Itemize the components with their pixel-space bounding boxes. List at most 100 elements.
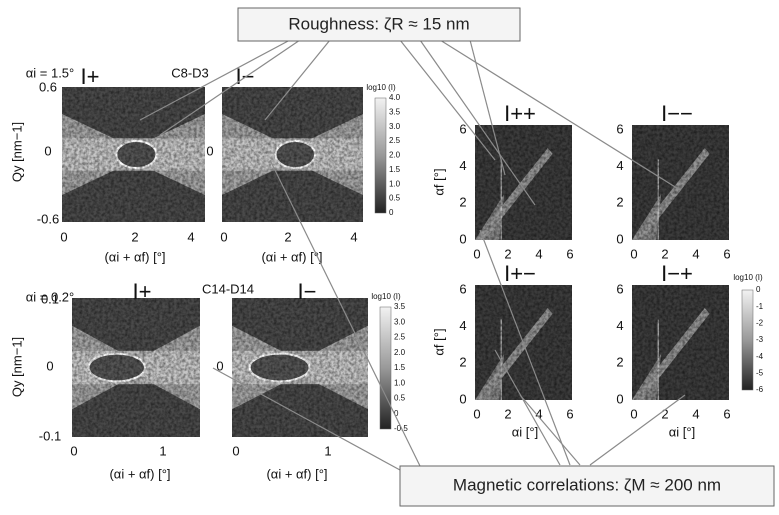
x-tick-label: 2 (661, 246, 668, 261)
x-tick-label: 1 (159, 443, 166, 458)
heatmap-noise (72, 298, 200, 437)
y-tick-label: 4 (459, 158, 466, 173)
x-tick-label: 2 (504, 246, 511, 261)
colorbar-tick: 3.0 (394, 317, 406, 326)
y-tick-label: 2 (616, 355, 623, 370)
colorbar-tick: 1.0 (389, 179, 401, 188)
colorbar-tick: 2.5 (394, 333, 406, 342)
x-tick-label: 0 (220, 229, 227, 244)
y-tick-label: 2 (459, 355, 466, 370)
figure: αi = 1.5°I+C8-D3I−0.60-0.60024024(αi + α… (0, 0, 779, 515)
y-tick-label: 6 (616, 281, 623, 296)
y-tick-label: 0 (616, 231, 623, 246)
x-axis-label: (αi + αf) [°] (104, 249, 165, 264)
panel-title: I−+ (661, 261, 693, 286)
y-tick-label: 0 (616, 391, 623, 406)
colorbar-tick: -4 (756, 352, 764, 361)
colorbar-tick: 3.0 (389, 122, 401, 131)
x-tick-label: 0 (630, 406, 637, 421)
y-tick-label: -0.1 (39, 428, 61, 443)
heatmap-noise (62, 87, 205, 222)
x-tick-label: 0 (473, 406, 480, 421)
x-tick-label: 0 (60, 229, 67, 244)
x-tick-label: 0 (473, 246, 480, 261)
x-axis-label: (αi + αf) [°] (109, 466, 170, 481)
y-axis-label: Qy [nm−1] (9, 122, 24, 182)
colorbar-tick: 1.5 (394, 363, 406, 372)
panel-title: I+ (81, 64, 100, 89)
colorbar-tick: 0 (389, 208, 394, 217)
panel-title: I− (298, 279, 317, 304)
colorbar-tick: -6 (756, 385, 764, 394)
x-axis-label: (αi + αf) [°] (266, 466, 327, 481)
colorbar-tick: 1.0 (394, 378, 406, 387)
y-tick-label: 4 (459, 318, 466, 333)
x-tick-label: 6 (723, 406, 730, 421)
colorbar-label: log10 (I) (366, 83, 396, 92)
y-axis-label: Qy [nm−1] (9, 337, 24, 397)
angle-label: αi = 1.5° (26, 65, 75, 80)
panel-title: I−− (661, 101, 693, 126)
y-tick-label: 0.1 (41, 291, 59, 306)
colorbar-tick: 3.5 (394, 302, 406, 311)
roughness-callout: Roughness: ζR ≈ 15 nm (288, 14, 469, 33)
colorbar-tick: 3.5 (389, 107, 401, 116)
x-tick-label: 0 (232, 443, 239, 458)
x-tick-label: 0 (630, 246, 637, 261)
x-axis-label: (αi + αf) [°] (261, 249, 322, 264)
panel-title: I+− (504, 261, 536, 286)
y-tick-label: 0 (459, 391, 466, 406)
y-tick-label: 6 (616, 121, 623, 136)
heatmap-noise (475, 125, 572, 240)
x-tick-label: 1 (324, 443, 331, 458)
x-tick-label: 4 (692, 246, 699, 261)
heatmap-noise (222, 87, 363, 222)
y-tick-label: 6 (459, 281, 466, 296)
y-tick-label: 0.6 (39, 79, 57, 94)
colorbar-tick: -3 (756, 335, 764, 344)
x-tick-label: 2 (131, 229, 138, 244)
y-tick-label: 4 (616, 318, 623, 333)
panel-title: I++ (504, 101, 536, 126)
x-axis-label: αi [°] (512, 424, 538, 439)
connector-lines (140, 40, 685, 470)
y-tick-label: -0.6 (37, 211, 59, 226)
x-tick-label: 6 (566, 406, 573, 421)
heatmap-noise (632, 285, 729, 400)
magnetic-callout: Magnetic correlations: ζM ≈ 200 nm (453, 475, 721, 494)
x-tick-label: 4 (692, 406, 699, 421)
heatmap-noise (632, 125, 729, 240)
y-axis-label: αf [°] (431, 168, 446, 195)
x-tick-label: 2 (504, 406, 511, 421)
y-tick-label: 0 (206, 143, 213, 158)
y-tick-label: 0 (44, 143, 51, 158)
sample-label: C14-D14 (202, 281, 254, 296)
sample-label: C8-D3 (171, 65, 209, 80)
y-tick-label: 4 (616, 158, 623, 173)
colorbar-tick: 2.5 (389, 136, 401, 145)
x-tick-label: 2 (284, 229, 291, 244)
x-tick-label: 4 (535, 246, 542, 261)
y-tick-label: 2 (459, 195, 466, 210)
x-tick-label: 4 (187, 229, 194, 244)
colorbar-tick: 4.0 (389, 93, 401, 102)
colorbar-tick: 0.5 (394, 394, 406, 403)
x-tick-label: 4 (350, 229, 357, 244)
panel-title: I+ (133, 279, 152, 304)
x-tick-label: 0 (70, 443, 77, 458)
colorbar-tick: 0 (756, 285, 761, 294)
colorbar-tick: 2.0 (394, 348, 406, 357)
y-tick-label: 2 (616, 195, 623, 210)
x-tick-label: 6 (723, 246, 730, 261)
colorbar-tick: -2 (756, 318, 764, 327)
x-tick-label: 6 (566, 246, 573, 261)
colorbar-tick: 0.5 (389, 194, 401, 203)
colorbar-tick: -1 (756, 302, 764, 311)
x-axis-label: αi [°] (669, 424, 695, 439)
y-tick-label: 0 (459, 231, 466, 246)
colorbar-label: log10 (I) (371, 292, 401, 301)
x-tick-label: 2 (661, 406, 668, 421)
colorbar-label: log10 (I) (733, 273, 763, 282)
colorbar (380, 307, 391, 429)
y-axis-label: αf [°] (431, 328, 446, 355)
